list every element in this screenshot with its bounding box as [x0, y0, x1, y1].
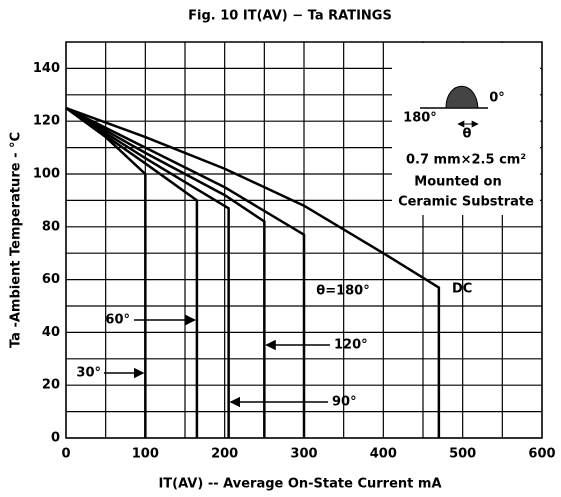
x-tick-label: 100: [132, 447, 159, 462]
series-label: 120°: [334, 338, 368, 353]
series-label: 60°: [105, 313, 130, 328]
inset-text: Ceramic Substrate: [398, 195, 534, 210]
series-label: 90°: [332, 395, 357, 410]
inset-label: 180°: [403, 111, 437, 126]
series-label: DC: [452, 282, 472, 297]
y-tick-label: 120: [33, 114, 60, 129]
y-tick-label: 40: [42, 325, 60, 340]
series-line: [65, 106, 230, 438]
x-axis-label: IT(AV) -- Average On-State Current mA: [158, 477, 441, 492]
inset-label: 0°: [489, 91, 505, 106]
inset-waveform: [445, 85, 479, 109]
series-line: [65, 106, 199, 438]
series-line: [65, 106, 266, 438]
inset-text: 0.7 mm×2.5 cm²: [406, 153, 526, 168]
y-tick-label: 60: [42, 272, 60, 287]
x-tick-label: 0: [61, 447, 70, 462]
series-line: [65, 106, 306, 438]
x-tick-label: 400: [370, 447, 397, 462]
x-tick-label: 600: [528, 447, 555, 462]
chart-title: Fig. 10 IT(AV) − Ta RATINGS: [188, 9, 392, 24]
inset: 180° 0° θ 0.7 mm×2.5 cm² Mounted on Cera…: [392, 43, 540, 215]
inset-box: [392, 43, 540, 215]
x-tick-label: 200: [211, 447, 238, 462]
y-axis-label: Ta -Ambient Temperature - °C: [9, 132, 24, 348]
x-tick-label: 300: [290, 447, 317, 462]
inset-label: θ: [463, 127, 472, 142]
series-label: 30°: [76, 366, 101, 381]
y-tick-label: 100: [33, 167, 60, 182]
plot: 0 20 40 60 80 100 120 140 0 100 200 300 400 500 600 18…: [33, 41, 556, 462]
inset-text: Mounted on: [414, 175, 501, 190]
series-line: [65, 106, 441, 438]
y-tick-label: 0: [51, 431, 60, 446]
y-tick-label: 80: [42, 219, 60, 234]
y-tick-label: 140: [33, 61, 60, 76]
y-tick-label: 20: [42, 378, 60, 393]
series-label: θ=180°: [316, 284, 369, 299]
x-tick-label: 500: [449, 447, 476, 462]
